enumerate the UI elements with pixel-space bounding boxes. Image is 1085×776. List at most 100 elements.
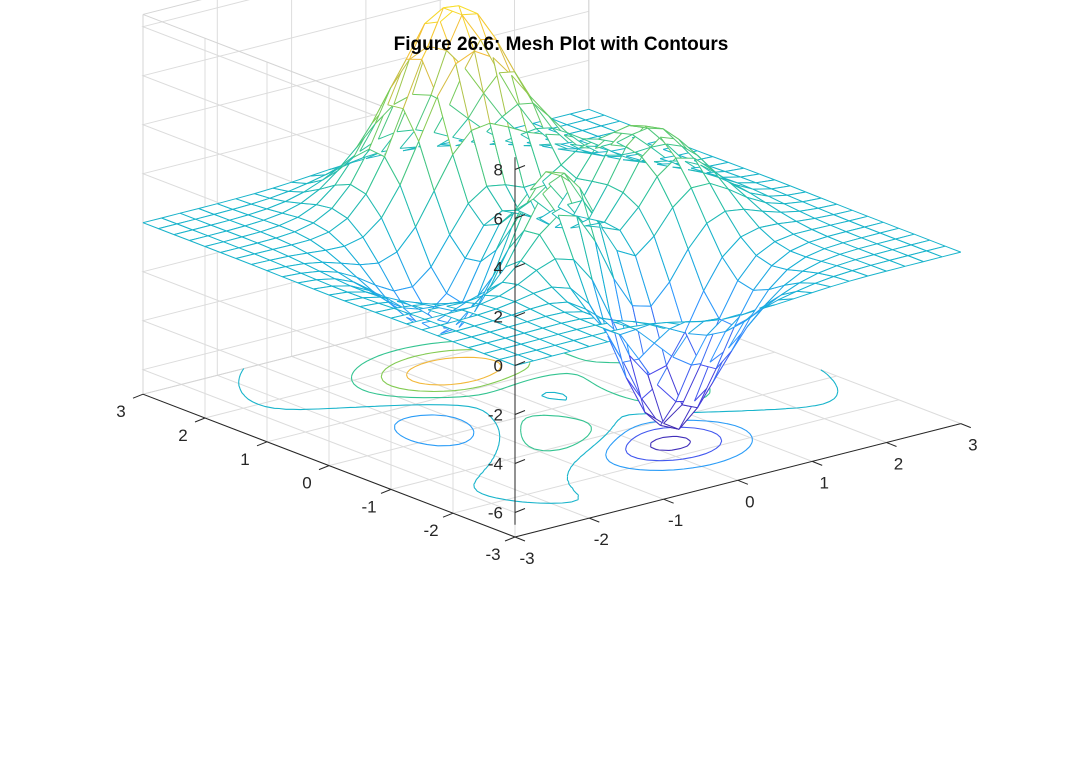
mesh-face (598, 221, 633, 306)
mesh-edge (566, 124, 583, 131)
mesh-edge (706, 331, 726, 336)
mesh-edge (712, 156, 729, 163)
mesh-edge (604, 192, 624, 223)
mesh-edge (864, 221, 884, 228)
mesh-edge (619, 206, 639, 231)
y-tick-mark (256, 441, 268, 447)
mesh-edge (161, 217, 178, 225)
mesh-edge (300, 272, 317, 281)
mesh-edge (827, 231, 847, 237)
mesh-edge (532, 102, 553, 129)
mesh-edge (260, 231, 277, 239)
mesh-edge (638, 342, 655, 360)
mesh-edge (895, 238, 912, 246)
mesh-edge (731, 183, 748, 198)
mesh-face (778, 291, 813, 300)
mesh-edge (712, 169, 729, 190)
mesh-face (781, 211, 816, 222)
mesh-face (465, 224, 500, 262)
mesh-edge (499, 359, 516, 366)
mesh-edge (768, 284, 785, 290)
mesh-edge (805, 248, 825, 258)
mesh-face (446, 258, 481, 303)
mesh-edge (557, 148, 574, 152)
mesh-edge (607, 335, 627, 378)
mesh-edge (656, 384, 677, 402)
mesh-face (486, 184, 521, 215)
x-tick-mark (514, 536, 526, 542)
mesh-edge (815, 276, 834, 284)
mesh-edge (424, 314, 444, 320)
mesh-face (734, 184, 769, 197)
mesh-edge (232, 208, 249, 216)
mesh-edge (790, 250, 807, 258)
mesh-edge (558, 214, 577, 217)
mesh-edge (257, 237, 277, 244)
mesh-face (285, 263, 320, 274)
mesh-edge (291, 239, 311, 246)
mesh-edge (812, 286, 831, 294)
mesh-face (768, 269, 803, 290)
mesh-edge (517, 103, 537, 129)
mesh-edge (431, 302, 450, 305)
mesh-edge (607, 184, 624, 193)
mesh-edge (533, 292, 550, 305)
y-tick-mark (380, 488, 392, 494)
mesh-edge (529, 171, 547, 191)
mesh-edge (266, 208, 283, 214)
mesh-edge (849, 215, 868, 222)
mesh-edge (601, 227, 618, 251)
mesh-edge (502, 348, 519, 356)
mesh-edge (517, 102, 534, 105)
mesh-edge (904, 261, 924, 267)
mesh-edge (870, 259, 890, 266)
mesh-edge (635, 235, 655, 257)
mesh-edge (622, 159, 639, 163)
mesh-face (508, 127, 543, 188)
mesh-edge (650, 306, 667, 366)
mesh-edge (926, 250, 943, 258)
mesh-edge (266, 266, 286, 272)
mesh-edge (808, 236, 828, 243)
mesh-edge (282, 202, 302, 214)
mesh-edge (374, 104, 395, 125)
mesh-edge (294, 231, 311, 241)
mesh-edge (783, 203, 800, 212)
mesh-face (527, 132, 562, 182)
mesh-edge (756, 182, 772, 190)
mesh-edge (319, 170, 339, 190)
mesh-edge (573, 335, 593, 341)
mesh-edge (384, 296, 404, 309)
mesh-edge (517, 349, 537, 356)
mesh-edge (282, 276, 299, 284)
mesh-edge (434, 302, 450, 308)
mesh-edge (898, 227, 915, 235)
mesh-edge (226, 225, 246, 232)
mesh-face (533, 287, 568, 304)
mesh-face (502, 260, 537, 285)
mesh-edge (223, 241, 240, 249)
mesh-edge (725, 208, 744, 212)
mesh-edge (570, 346, 590, 352)
z-tick-label: 8 (494, 161, 503, 180)
mesh-edge (452, 130, 472, 155)
mesh-edge (737, 182, 754, 190)
mesh-edge (560, 147, 581, 166)
mesh-edge (415, 190, 435, 228)
mesh-face (753, 188, 788, 197)
mesh-edge (399, 184, 417, 228)
mesh-edge (616, 250, 636, 257)
mesh-edge (610, 316, 630, 356)
mesh-edge (495, 38, 512, 76)
mesh-edge (282, 212, 299, 218)
mesh-edge (251, 197, 271, 205)
mesh-edge (207, 230, 227, 237)
mesh-edge (409, 313, 426, 320)
mesh-edge (545, 171, 565, 174)
mesh-face (765, 202, 800, 213)
mesh-edge (462, 309, 478, 316)
x-tick-label: 1 (819, 473, 828, 492)
mesh-edge (858, 248, 875, 256)
mesh-edge (492, 227, 513, 277)
mesh-edge (254, 248, 274, 255)
